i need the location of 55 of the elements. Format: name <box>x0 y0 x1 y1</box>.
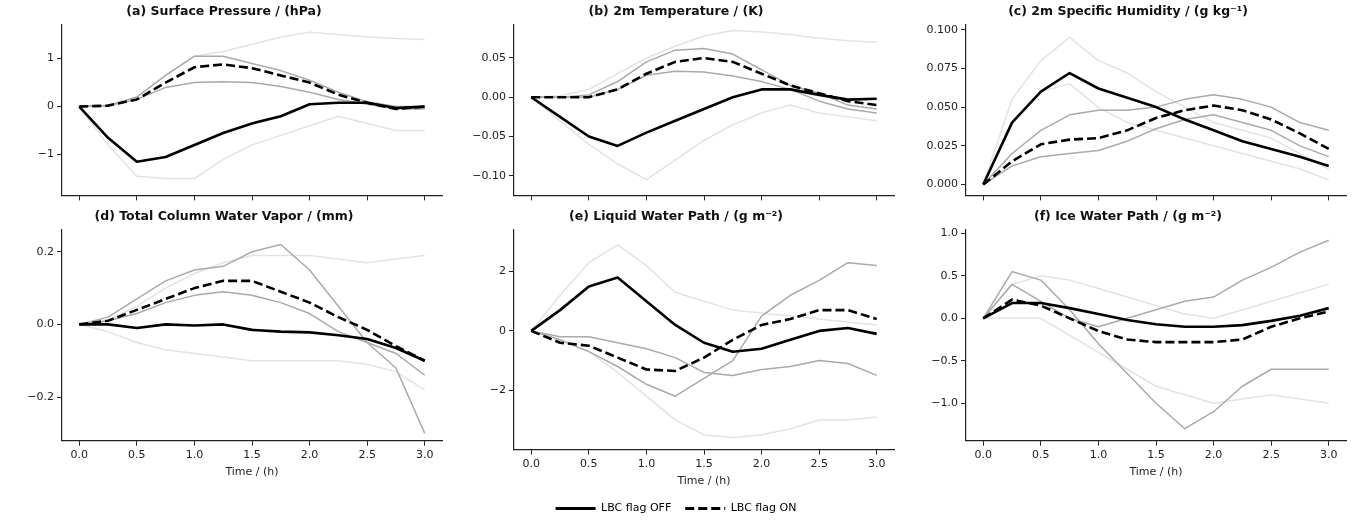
x-tick-label: 2.0 <box>752 457 771 471</box>
x-tick-label: 1.5 <box>1147 448 1165 462</box>
y-tick-label: −1 <box>37 147 54 161</box>
x-tick-label: 3.0 <box>1319 448 1338 462</box>
y-tick-label: 0.00 <box>481 90 506 104</box>
x-tick-label: 0.0 <box>974 448 993 462</box>
x-tick-label: 1.0 <box>637 457 656 471</box>
y-tick-label: −0.2 <box>27 389 54 403</box>
x-tick-label: 0.0 <box>70 448 89 462</box>
x-tick-label: 0.5 <box>580 457 598 471</box>
chart-title: (b) 2m Temperature / (K) <box>588 2 764 18</box>
y-tick-label: 0.025 <box>926 138 958 152</box>
y-tick-label: 0.000 <box>926 177 958 191</box>
y-tick-label: −0.05 <box>472 129 506 143</box>
y-tick-label: −2 <box>489 383 506 397</box>
y-tick-label: 0.075 <box>926 61 958 75</box>
y-tick-label: −1.0 <box>931 396 958 410</box>
x-tick-label: 1.0 <box>1089 448 1108 462</box>
x-tick-label: 2.5 <box>358 448 376 462</box>
y-tick-label: 0.2 <box>36 244 54 258</box>
y-tick-label: 0.100 <box>926 22 958 36</box>
x-tick-label: 2.5 <box>810 457 828 471</box>
chart-title: (e) Liquid Water Path / (g m⁻²) <box>569 207 783 223</box>
y-tick-label: 0.05 <box>481 50 506 64</box>
chart-title: (a) Surface Pressure / (hPa) <box>126 2 322 18</box>
x-tick-label: 2.0 <box>300 448 319 462</box>
x-tick-label: 1.5 <box>695 457 713 471</box>
y-tick-label: −0.5 <box>931 353 958 367</box>
x-axis-title: Time / (h) <box>224 465 279 479</box>
x-axis-title: Time / (h) <box>676 474 731 488</box>
x-tick-label: 1.5 <box>243 448 261 462</box>
legend-label: LBC flag OFF <box>601 501 672 515</box>
y-tick-label: 2 <box>499 264 506 278</box>
x-tick-label: 0.0 <box>522 457 541 471</box>
chart-title: (d) Total Column Water Vapor / (mm) <box>94 207 354 223</box>
x-tick-label: 0.5 <box>128 448 146 462</box>
y-tick-label: 0.050 <box>926 99 958 113</box>
x-tick-label: 1.0 <box>185 448 204 462</box>
x-tick-label: 3.0 <box>867 457 886 471</box>
x-tick-label: 0.5 <box>1032 448 1050 462</box>
y-tick-label: −0.10 <box>472 168 506 182</box>
y-tick-label: 0.5 <box>940 268 958 282</box>
x-tick-label: 2.5 <box>1262 448 1280 462</box>
legend-label: LBC flag ON <box>730 501 797 515</box>
y-tick-label: 0.0 <box>940 311 958 325</box>
x-axis-title: Time / (h) <box>1128 465 1183 479</box>
y-tick-label: 0.0 <box>36 317 54 331</box>
chart-title: (c) 2m Specific Humidity / (g kg⁻¹) <box>1008 2 1248 18</box>
x-tick-label: 2.0 <box>1204 448 1223 462</box>
chart-title: (f) Ice Water Path / (g m⁻²) <box>1033 207 1223 223</box>
x-tick-label: 3.0 <box>415 448 434 462</box>
y-tick-label: 1.0 <box>940 226 958 240</box>
y-tick-label: 0 <box>499 323 506 337</box>
y-tick-label: 0 <box>47 99 54 113</box>
y-tick-label: 1 <box>47 51 54 65</box>
